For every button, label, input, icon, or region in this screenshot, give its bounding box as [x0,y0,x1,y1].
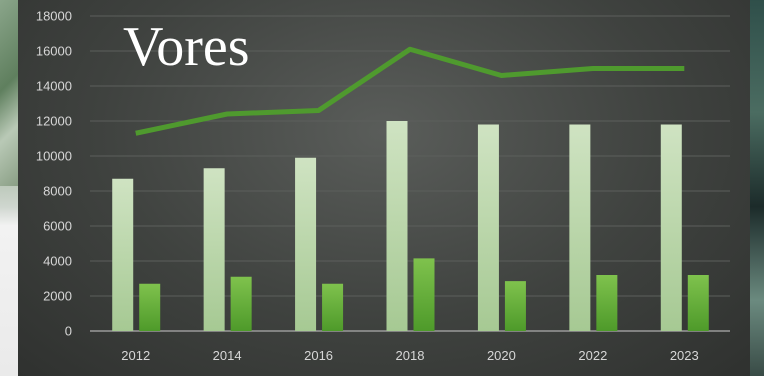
x-tick-label: 2018 [396,348,425,363]
y-tick-label: 6000 [43,219,72,234]
bar-series-2 [505,281,526,331]
bar-series-1 [661,125,682,332]
x-tick-label: 2023 [670,348,699,363]
y-tick-label: 10000 [36,149,72,164]
bar-series-2 [596,275,617,331]
y-axis: 0 2000 4000 6000 8000 10000 12000 14000 16000 180… [36,9,72,339]
bar-series-2 [322,284,343,331]
x-tick-label: 2022 [578,348,607,363]
bar-series-1 [112,179,133,331]
bar-series-1 [295,158,316,331]
bar-series-2 [688,275,709,331]
y-tick-label: 16000 [36,44,72,59]
y-tick-label: 14000 [36,79,72,94]
chart-title: Vores [123,16,250,78]
y-tick-label: 2000 [43,289,72,304]
x-tick-label: 2020 [487,348,516,363]
x-tick-label: 2016 [304,348,333,363]
y-tick-label: 12000 [36,114,72,129]
x-tick-label: 2014 [213,348,242,363]
bar-series-2 [414,258,435,331]
bar-series-1 [569,125,590,332]
y-tick-label: 0 [65,324,72,339]
bar-series-1 [387,121,408,331]
bar-series-2 [231,277,252,331]
y-tick-label: 18000 [36,9,72,24]
bar-series-1 [204,168,225,331]
x-axis: 2012 2014 2016 2018 2020 2022 2023 [121,348,698,363]
bar-series-1 [478,125,499,332]
bar-series-2 [139,284,160,331]
y-tick-label: 4000 [43,254,72,269]
x-tick-label: 2012 [121,348,150,363]
y-tick-label: 8000 [43,184,72,199]
